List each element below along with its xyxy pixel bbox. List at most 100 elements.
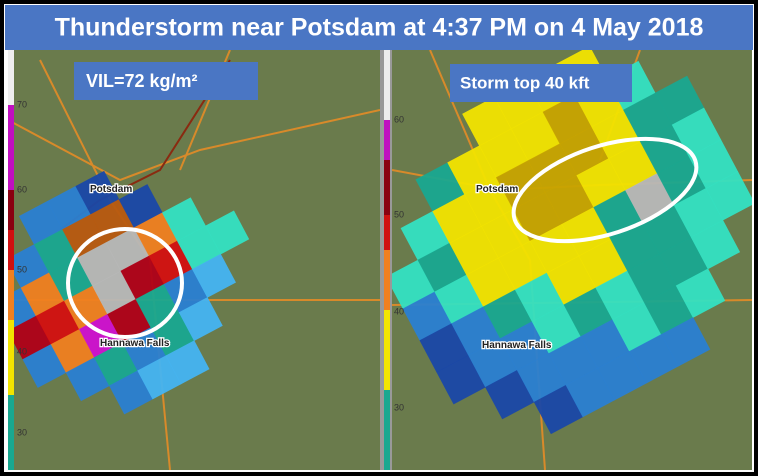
- radar-cell: [563, 287, 613, 337]
- scale-tick-label: 60: [394, 114, 404, 124]
- scale-tick-label: 50: [394, 209, 404, 219]
- radar-cell: [510, 111, 561, 161]
- radar-cell: [660, 317, 711, 367]
- scale-tick-label: 70: [17, 99, 27, 109]
- radar-cell: [531, 304, 582, 354]
- scale-segment: [384, 250, 390, 310]
- radar-cell: [548, 336, 599, 386]
- radar-cell: [485, 369, 535, 420]
- radar-cell: [447, 145, 497, 195]
- radar-cell: [92, 270, 137, 315]
- radar-cell: [561, 206, 611, 257]
- radar-cell: [595, 270, 645, 320]
- left-map: [8, 50, 380, 470]
- radar-cell: [419, 323, 469, 373]
- scale-segment: [384, 390, 390, 470]
- radar-cell: [94, 342, 138, 387]
- radar-cell: [33, 229, 78, 274]
- radar-cell: [629, 334, 679, 384]
- label-box: [450, 64, 632, 102]
- radar-cell: [75, 170, 120, 215]
- scale-tick-label: 50: [17, 264, 27, 274]
- radar-cell: [192, 253, 236, 298]
- scale-segment: [8, 230, 14, 270]
- radar-cell: [165, 340, 210, 385]
- scale-segment: [8, 190, 14, 230]
- radar-cell: [580, 319, 630, 369]
- radar-cell: [47, 185, 92, 230]
- radar-cell: [705, 171, 752, 221]
- radar-cell: [205, 210, 250, 255]
- radar-cell: [432, 194, 482, 244]
- scale-tick-label: 30: [17, 427, 27, 437]
- radar-cell: [610, 221, 660, 272]
- radar-cell: [434, 274, 484, 324]
- radar-cell: [658, 236, 709, 287]
- radar-cell: [565, 367, 615, 418]
- radar-cell: [107, 298, 152, 343]
- radar-cell: [656, 156, 707, 206]
- radar-cell: [468, 338, 518, 388]
- radar-cell: [627, 253, 677, 304]
- scale-segment: [8, 270, 14, 320]
- radar-cell: [529, 223, 580, 274]
- radar-cell: [415, 162, 465, 212]
- radar-cell: [640, 124, 690, 174]
- radar-cell: [654, 75, 705, 126]
- radar-cell: [671, 107, 722, 157]
- radar-cell: [62, 214, 107, 259]
- scale-tick-label: 40: [17, 346, 27, 356]
- radar-cell: [400, 211, 450, 261]
- radar-cell: [623, 92, 673, 143]
- radar-cell: [392, 259, 436, 310]
- radar-cell: [542, 94, 592, 145]
- radar-cell: [690, 219, 741, 270]
- radar-cell: [497, 240, 548, 291]
- title-bar: [5, 5, 753, 50]
- scale-segment: [384, 215, 390, 250]
- radar-cell: [483, 289, 533, 339]
- radar-cell: [118, 184, 163, 229]
- scale-tick-label: 40: [394, 306, 404, 316]
- scale-segment: [8, 105, 14, 190]
- radar-cell: [8, 287, 37, 332]
- scale-tick-label: 60: [17, 184, 27, 194]
- place-label: Potsdam: [90, 184, 132, 195]
- radar-cell: [612, 302, 662, 352]
- radar-cell: [417, 242, 467, 293]
- radar-cell: [527, 143, 578, 193]
- radar-cell: [436, 355, 486, 405]
- radar-cell: [495, 160, 546, 210]
- radar-cell: [35, 300, 80, 345]
- radar-cell: [466, 257, 516, 308]
- scale-tick-label: 30: [394, 402, 404, 412]
- right-map: [392, 50, 752, 470]
- radar-cell: [176, 225, 221, 270]
- radar-cell: [77, 242, 122, 287]
- radar-cell: [449, 225, 499, 276]
- panel-label: Storm top 40 kft: [460, 73, 590, 92]
- radar-cell: [20, 272, 65, 317]
- radar-cell: [402, 291, 452, 341]
- radar-cell: [48, 257, 93, 302]
- panel-label: VIL=72 kg/m²: [86, 71, 198, 91]
- radar-cell: [8, 244, 50, 289]
- radar-cell: [516, 353, 567, 403]
- radar-cell: [18, 200, 63, 245]
- place-label: Potsdam: [476, 184, 518, 195]
- radar-cell: [499, 321, 550, 371]
- radar-cell: [22, 343, 67, 388]
- scale-segment: [8, 320, 14, 395]
- title: Thunderstorm near Potsdam at 4:37 PM on …: [55, 14, 704, 42]
- scale-segment: [8, 50, 14, 105]
- radar-cell: [546, 255, 597, 306]
- radar-cell: [137, 355, 182, 400]
- radar-cell: [673, 188, 724, 238]
- radar-cell: [451, 306, 501, 356]
- radar-cell: [481, 208, 531, 259]
- radar-cell: [591, 109, 641, 159]
- radar-cell: [63, 285, 108, 330]
- radar-cell: [8, 315, 52, 360]
- radar-cell: [578, 238, 628, 289]
